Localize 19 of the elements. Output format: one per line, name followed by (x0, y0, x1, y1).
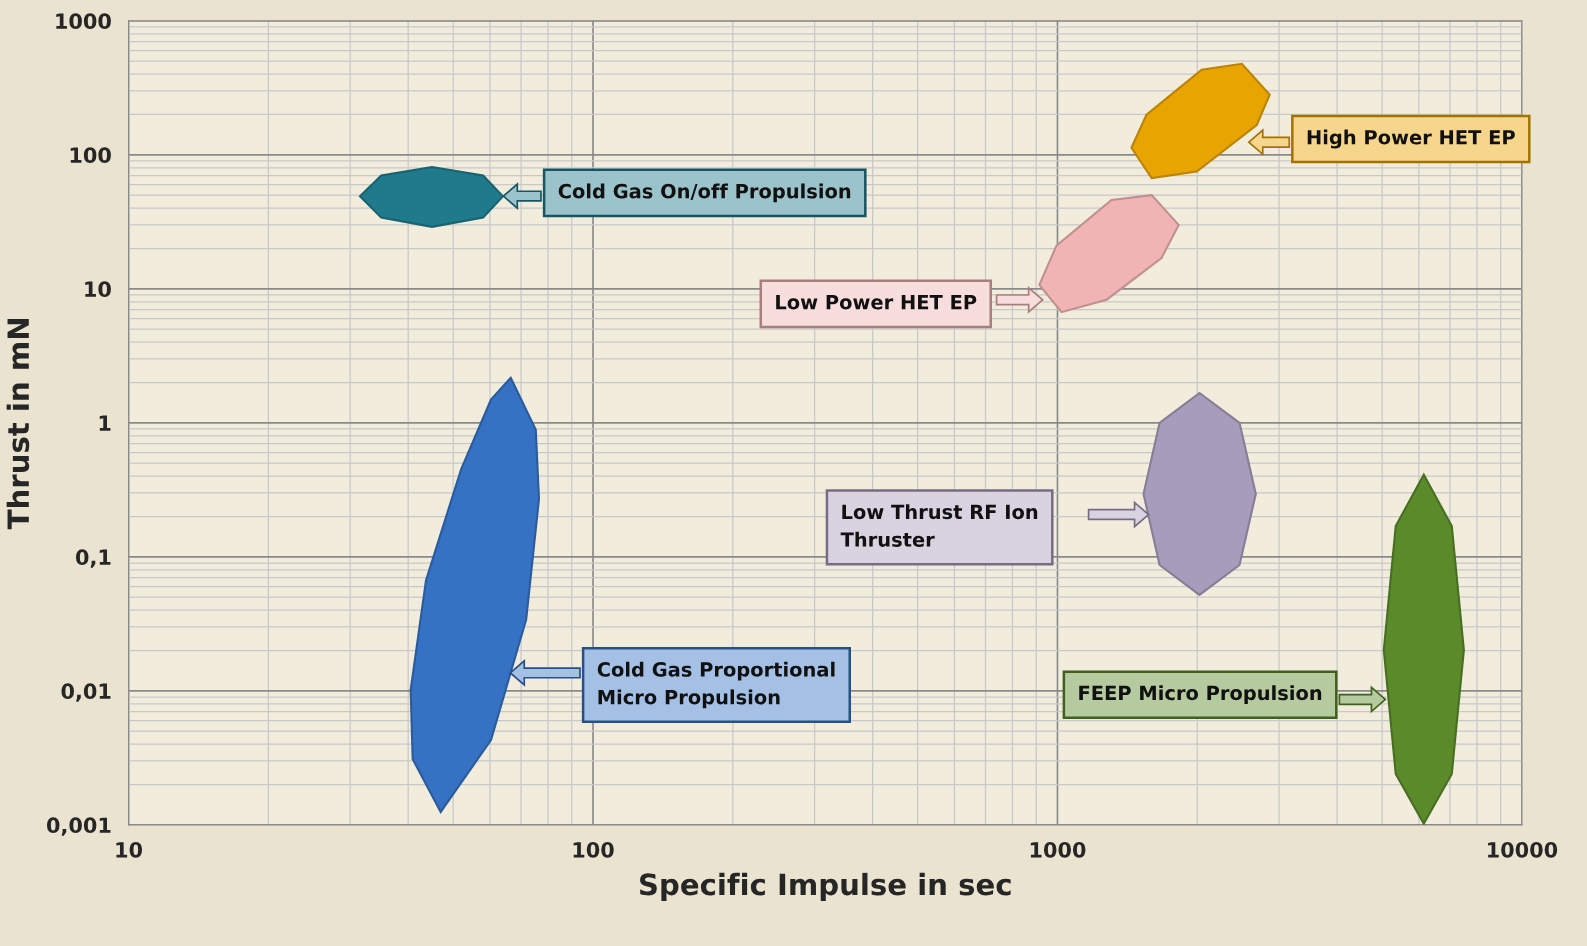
y-tick-label: 0,1 (75, 549, 111, 568)
annotation: High Power HET EP (1307, 129, 1515, 149)
annotation: FEEP Micro Propulsion (1079, 685, 1322, 705)
y-tick-label: 0,01 (61, 683, 111, 702)
y-tick-label: 1 (99, 415, 111, 431)
y-tick-label: 1000 (56, 13, 111, 30)
y-tick-label: 100 (70, 147, 111, 164)
y-tick-label: 0,001 (46, 817, 111, 836)
x-tick-label: 100 (573, 841, 614, 858)
x-tick-label: 10 (116, 841, 143, 858)
annotation: Low Power HET EP (776, 295, 977, 310)
annotation: Cold Gas Proportional Micro Propulsion (597, 661, 835, 709)
annotation: Cold Gas On/off Propulsion (558, 183, 851, 203)
x-axis-title: Specific Impulse in sec (640, 872, 1011, 902)
annotation: Low Thrust RF Ion Thruster (840, 504, 1038, 547)
y-tick-label: 10 (85, 281, 111, 298)
x-tick-label: 1000 (1030, 841, 1086, 858)
x-tick-label: 10000 (1488, 841, 1558, 858)
y-axis-title: Thrust in mN (6, 319, 30, 530)
